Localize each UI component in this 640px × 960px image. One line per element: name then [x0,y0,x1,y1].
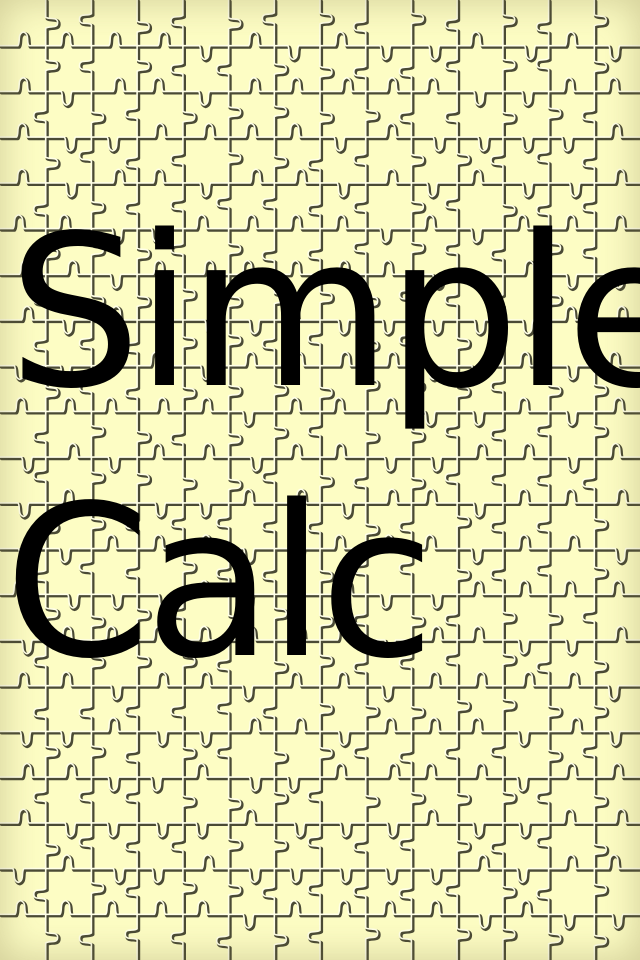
app-title-line-2: Calc [4,460,435,705]
app-title-line-1: Simple [8,190,640,435]
